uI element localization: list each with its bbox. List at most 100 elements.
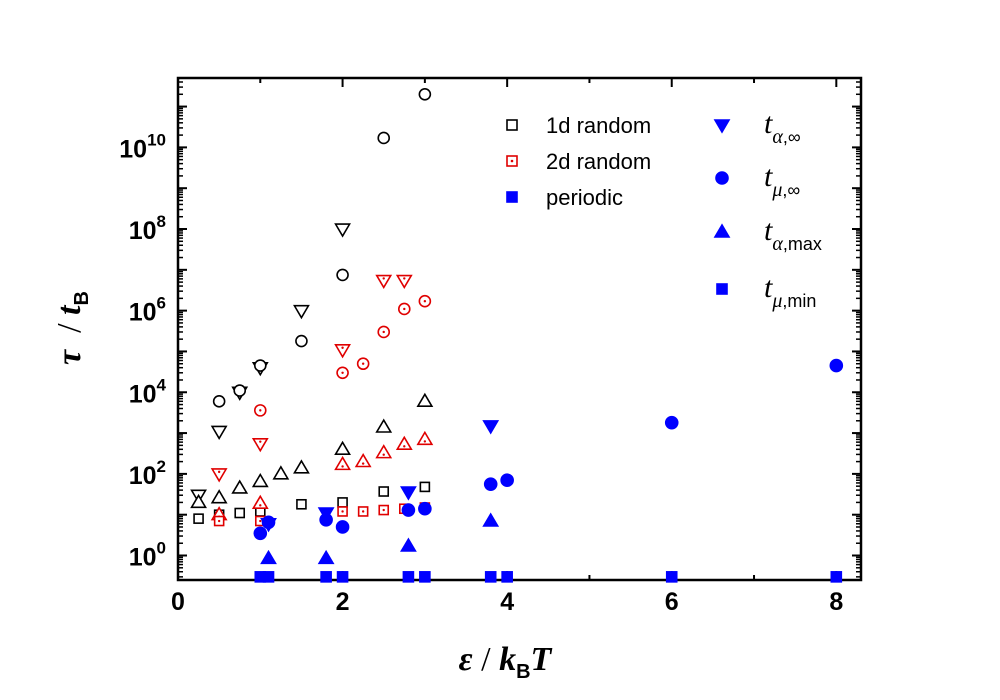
legend-symbol: tα,∞ — [764, 107, 801, 148]
data-point — [664, 415, 679, 430]
data-point-dot — [403, 277, 406, 280]
y-tick-label: 100 — [129, 539, 166, 572]
data-point-dot — [259, 519, 262, 523]
data-point — [501, 571, 513, 583]
data-point — [210, 425, 228, 440]
legend-label: periodic — [546, 185, 623, 210]
data-point-dot — [423, 440, 427, 443]
data-point-dot — [341, 465, 344, 468]
legend-label: 1d random — [546, 113, 651, 138]
data-point — [233, 384, 247, 397]
data-point — [212, 395, 226, 408]
data-points — [190, 87, 844, 583]
y-axis-symbol: τ — [51, 349, 88, 365]
data-point — [400, 537, 417, 552]
data-point-dot — [403, 445, 406, 448]
x-axis-symbol: ε — [459, 641, 473, 678]
data-point-dot — [382, 277, 385, 280]
data-point — [253, 359, 267, 372]
data-point-dot — [259, 409, 262, 412]
data-point — [335, 520, 350, 534]
y-axis-t: t — [51, 304, 88, 315]
data-point — [317, 549, 335, 565]
data-point-dot — [382, 453, 385, 456]
data-point — [401, 503, 416, 517]
data-point — [293, 304, 310, 320]
data-point — [190, 493, 207, 509]
x-axis-separator: / — [473, 641, 499, 678]
data-point-dot — [217, 519, 221, 523]
legend: 1d random 2d random periodic tα,∞ tμ,∞ tα,max… — [506, 107, 822, 312]
data-point — [665, 571, 678, 583]
data-point-dot — [259, 504, 262, 507]
data-point — [377, 131, 391, 145]
data-point — [261, 515, 276, 530]
data-point — [483, 477, 498, 491]
data-point — [272, 465, 290, 480]
data-point — [500, 473, 514, 488]
data-point — [193, 513, 204, 524]
data-point — [402, 571, 415, 583]
data-point — [395, 435, 413, 451]
x-axis-T: T — [531, 641, 553, 678]
data-point — [354, 453, 372, 468]
data-point — [418, 87, 432, 101]
legend-marker — [713, 119, 731, 134]
tick-labels: 0 2 4 6 8 100 102 104 106 108 1010 — [119, 130, 843, 616]
data-point-dot — [217, 470, 221, 474]
y-axis-title: τ / tB — [51, 291, 93, 365]
data-point — [482, 420, 500, 435]
y-tick-label: 1010 — [119, 130, 166, 163]
legend-symbol: tα,max — [764, 214, 822, 255]
x-axis-title: ε / kBT — [459, 641, 553, 683]
y-tick-label: 102 — [129, 457, 166, 490]
data-point-dot — [341, 510, 344, 513]
data-point — [262, 571, 275, 583]
data-point — [251, 437, 269, 453]
x-axis-k: k — [499, 641, 516, 678]
data-point — [416, 392, 434, 408]
data-point-dot — [361, 510, 365, 513]
data-point — [296, 498, 307, 510]
legend-marker — [506, 191, 518, 203]
legend-marker-dot — [510, 159, 514, 163]
data-point — [320, 571, 332, 583]
y-axis-separator: / — [51, 315, 88, 350]
axis-ticks — [177, 77, 861, 580]
data-point-dot — [259, 440, 262, 443]
data-point — [334, 440, 351, 456]
data-point — [375, 274, 393, 289]
y-tick-label: 108 — [129, 212, 166, 245]
legend-label: 2d random — [546, 149, 651, 174]
legend-marker — [713, 223, 731, 238]
data-point — [334, 455, 351, 471]
data-point — [210, 489, 228, 504]
data-point — [253, 526, 268, 541]
data-point — [484, 571, 497, 583]
data-point — [295, 334, 308, 348]
data-point — [419, 481, 431, 493]
data-point — [378, 486, 390, 497]
plot-frame — [176, 76, 863, 582]
x-tick-label: 2 — [336, 588, 350, 616]
data-point — [375, 444, 393, 459]
data-point-dot — [382, 508, 385, 512]
data-point — [418, 501, 432, 516]
data-point — [251, 472, 269, 488]
y-axis-t-sub: B — [71, 291, 93, 305]
x-tick-label: 0 — [171, 588, 185, 616]
data-point — [482, 512, 500, 527]
data-point — [334, 223, 351, 238]
legend-symbol: tμ,∞ — [764, 160, 800, 201]
data-point — [830, 571, 843, 583]
data-point — [293, 459, 310, 474]
data-point — [336, 268, 349, 282]
data-point-dot — [423, 300, 427, 303]
data-point — [260, 549, 277, 565]
data-point — [829, 358, 844, 373]
data-point-dot — [403, 307, 406, 311]
data-point — [400, 486, 417, 501]
data-point — [395, 274, 413, 289]
data-point — [375, 418, 393, 433]
